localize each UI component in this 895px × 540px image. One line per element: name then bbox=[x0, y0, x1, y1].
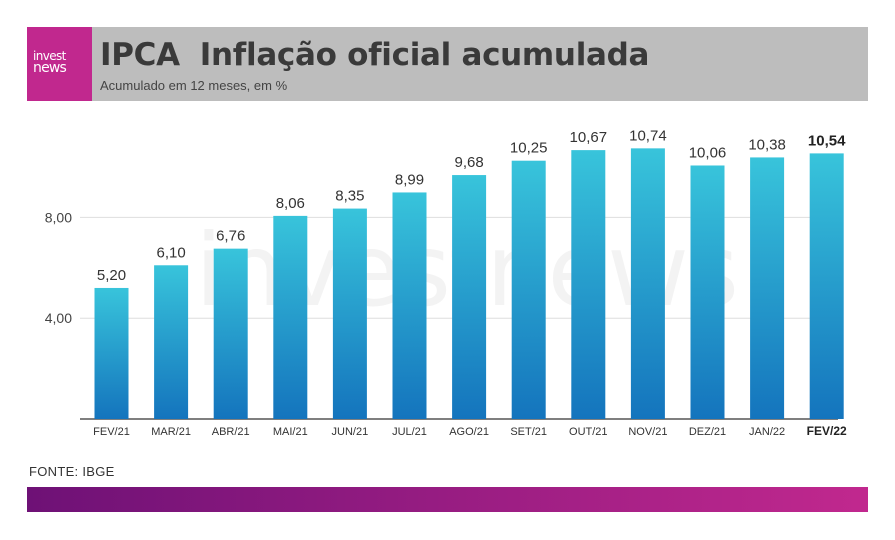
x-tick-label: OUT/21 bbox=[569, 426, 608, 438]
data-label: 10,25 bbox=[510, 140, 548, 157]
bar-out-21[interactable] bbox=[571, 150, 606, 419]
data-label: 10,54 bbox=[808, 132, 846, 149]
bar-fev-22[interactable] bbox=[809, 153, 844, 419]
chart-title: IPCA Inflação oficial acumulada bbox=[100, 37, 649, 73]
bar-ago-21[interactable] bbox=[452, 175, 487, 419]
x-tick-label: FEV/21 bbox=[93, 426, 130, 438]
bar-mai-21[interactable] bbox=[273, 215, 308, 419]
x-tick-label: MAI/21 bbox=[273, 426, 308, 438]
data-label: 10,67 bbox=[570, 129, 608, 146]
data-label: 6,10 bbox=[156, 244, 185, 261]
data-label: 8,99 bbox=[395, 171, 424, 188]
data-label: 9,68 bbox=[454, 154, 483, 171]
data-label: 10,38 bbox=[748, 136, 786, 153]
x-tick-label: JUL/21 bbox=[392, 426, 427, 438]
y-tick-label: 4,00 bbox=[45, 310, 72, 326]
bar-abr-21[interactable] bbox=[213, 248, 248, 419]
x-tick-label: AGO/21 bbox=[449, 426, 489, 438]
bar-jan-22[interactable] bbox=[750, 157, 785, 419]
x-tick-label: JUN/21 bbox=[332, 426, 369, 438]
bar-jul-21[interactable] bbox=[392, 192, 427, 419]
data-label: 8,06 bbox=[276, 195, 305, 212]
x-tick-label: SET/21 bbox=[510, 426, 547, 438]
x-tick-label: NOV/21 bbox=[628, 426, 667, 438]
bar-dez-21[interactable] bbox=[690, 165, 725, 419]
x-tick-label: FEV/22 bbox=[807, 424, 847, 438]
title-ipca: IPCA bbox=[100, 37, 180, 73]
data-label: 8,35 bbox=[335, 188, 364, 205]
bar-nov-21[interactable] bbox=[630, 148, 665, 420]
chart-subtitle: Acumulado em 12 meses, em % bbox=[100, 78, 288, 93]
footer-gradient-bar bbox=[27, 487, 868, 512]
bar-jun-21[interactable] bbox=[332, 208, 367, 419]
x-tick-label: DEZ/21 bbox=[689, 426, 726, 438]
source-note: FONTE: IBGE bbox=[29, 464, 115, 479]
x-tick-label: MAR/21 bbox=[151, 426, 191, 438]
logo-text-invest: invest bbox=[33, 49, 66, 63]
bar-mar-21[interactable] bbox=[154, 265, 189, 419]
data-label: 10,74 bbox=[629, 127, 667, 144]
data-label: 10,06 bbox=[689, 144, 727, 161]
bar-fev-21[interactable] bbox=[94, 287, 129, 419]
bar-set-21[interactable] bbox=[511, 160, 546, 419]
title-description: Inflação oficial acumulada bbox=[199, 37, 650, 73]
investnews-logo[interactable]: invest news bbox=[27, 27, 92, 101]
x-tick-label: ABR/21 bbox=[212, 426, 250, 438]
logo-text-news: news bbox=[33, 60, 67, 76]
header-banner: invest news IPCA Inflação oficial acumula… bbox=[27, 27, 868, 101]
x-tick-label: JAN/22 bbox=[749, 426, 785, 438]
y-tick-label: 8,00 bbox=[45, 209, 72, 225]
data-label: 6,76 bbox=[216, 228, 245, 245]
data-label: 5,20 bbox=[97, 267, 126, 284]
